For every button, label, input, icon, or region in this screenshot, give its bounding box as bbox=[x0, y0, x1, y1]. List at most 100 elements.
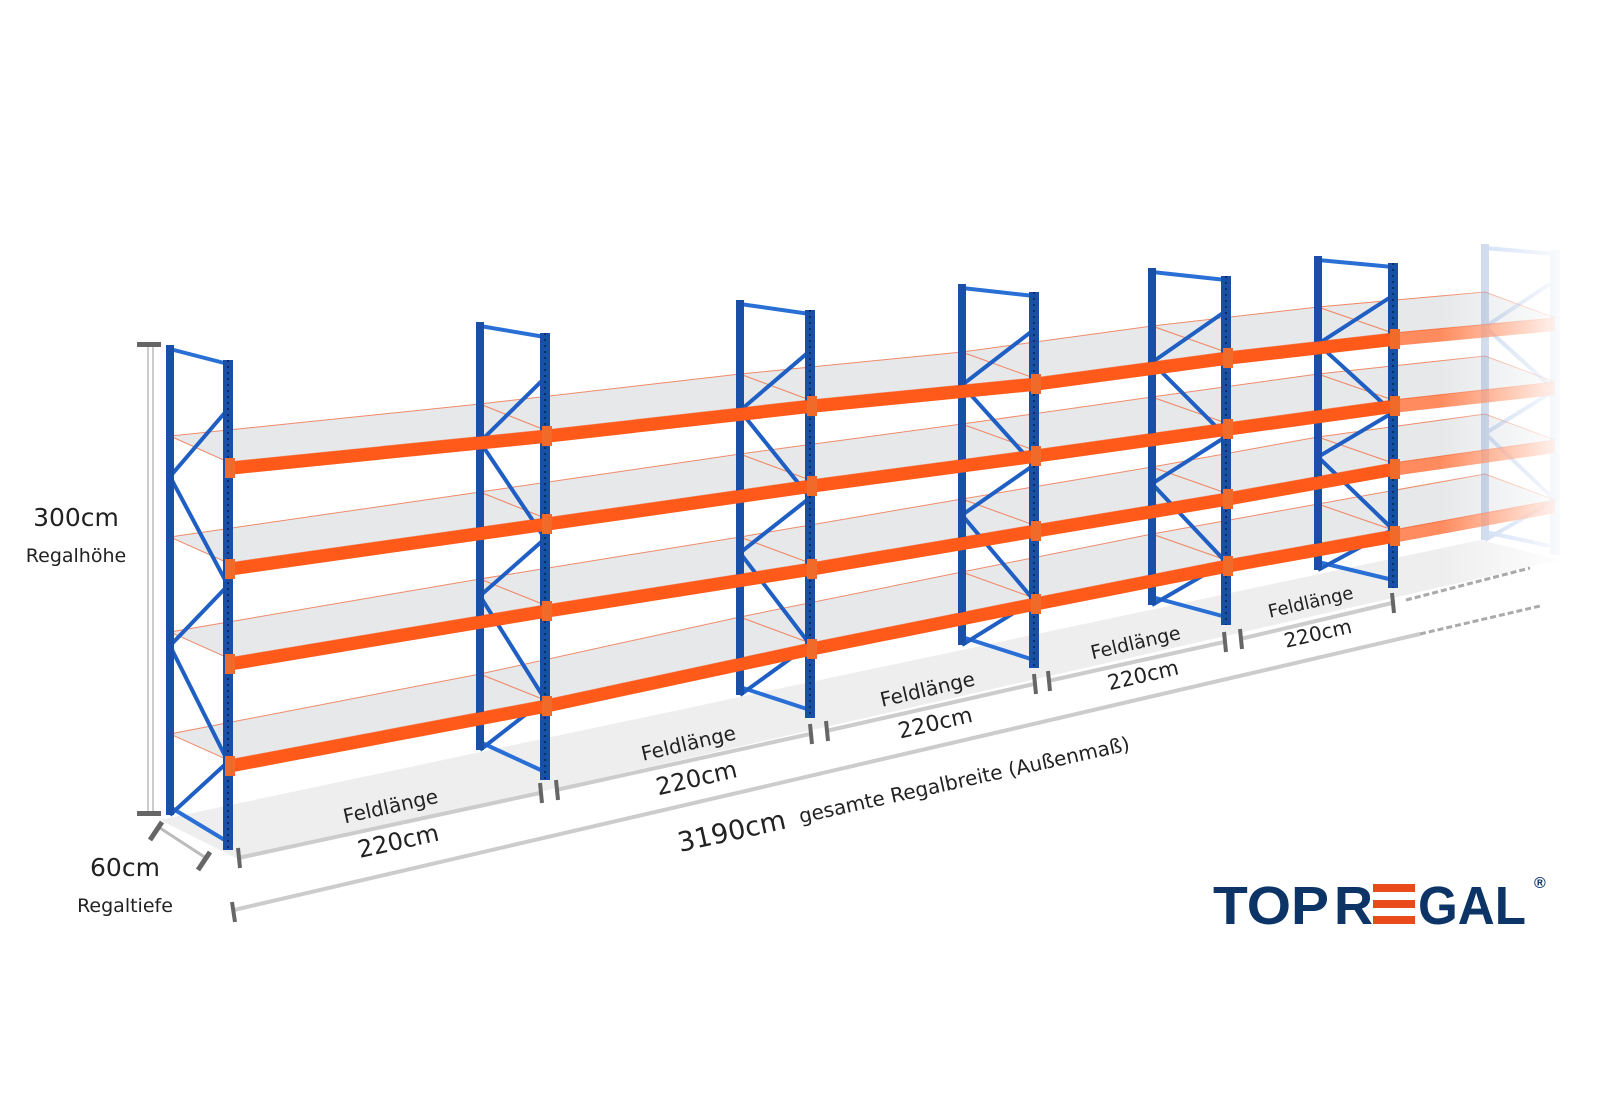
front-beam bbox=[1226, 400, 1393, 436]
fade-overlay bbox=[1440, 230, 1570, 630]
front-beam bbox=[1226, 530, 1393, 573]
front-beam bbox=[810, 525, 1034, 576]
beam-connector bbox=[225, 559, 235, 579]
total-width-label: gesamte Regalbreite (Außenmaß) bbox=[797, 731, 1132, 828]
beam-connector bbox=[542, 426, 552, 446]
front-beam bbox=[228, 700, 545, 773]
front-beam bbox=[810, 378, 1034, 413]
frame-diagonal-brace bbox=[960, 513, 1036, 602]
frame-diagonal-brace bbox=[168, 760, 230, 817]
registered-mark: ® bbox=[1534, 875, 1546, 892]
front-beam bbox=[545, 563, 810, 618]
front-beam bbox=[810, 450, 1034, 493]
front-beam bbox=[1226, 333, 1393, 365]
frame-top-brace bbox=[961, 286, 1035, 298]
dimension-tick bbox=[808, 723, 814, 745]
front-upright-post bbox=[223, 360, 233, 850]
beam-connector bbox=[807, 559, 817, 579]
beam-connector bbox=[1390, 396, 1400, 416]
beam-connector bbox=[1390, 329, 1400, 349]
beam-connector bbox=[1390, 526, 1400, 546]
total-dimension-line bbox=[233, 632, 1421, 912]
front-beam bbox=[1034, 493, 1226, 538]
height-dimension bbox=[137, 342, 161, 816]
front-beam bbox=[228, 518, 545, 576]
beam-connector bbox=[225, 756, 235, 776]
width-dimensions bbox=[230, 566, 1541, 923]
dimension-tick bbox=[236, 847, 242, 869]
field-dimension-continuation bbox=[1405, 566, 1531, 602]
beam-connector bbox=[225, 654, 235, 674]
frame-bottom-brace bbox=[479, 740, 546, 774]
dimension-tick bbox=[538, 782, 544, 804]
height-label: Regalhöhe bbox=[26, 545, 126, 567]
frame-diagonal-brace bbox=[168, 475, 230, 587]
frame-diagonal-brace bbox=[478, 376, 547, 444]
depth-label: Regaltiefe bbox=[77, 895, 173, 917]
frame-top-brace bbox=[739, 302, 811, 316]
frame-top-brace bbox=[1317, 258, 1394, 269]
upright-frame bbox=[166, 345, 233, 850]
dimension-tick bbox=[1032, 673, 1038, 695]
dimension-tick bbox=[1390, 592, 1396, 614]
total-dimension-continuation bbox=[1419, 604, 1541, 636]
frame-top-brace bbox=[1151, 270, 1227, 282]
field-dimension-line bbox=[555, 732, 811, 792]
beam-connector bbox=[1223, 556, 1233, 576]
front-beam bbox=[545, 480, 810, 531]
frame-diagonal-brace bbox=[960, 463, 1036, 517]
field-3-value: 220cm bbox=[896, 703, 975, 744]
dimension-tick bbox=[824, 720, 830, 742]
frame-diagonal-brace bbox=[1316, 455, 1395, 531]
frame-diagonal-brace bbox=[960, 328, 1036, 387]
frame-diagonal-brace bbox=[168, 584, 230, 648]
field-dimension-line bbox=[825, 682, 1035, 733]
frame-diagonal-brace bbox=[478, 537, 547, 598]
beam-connector bbox=[225, 458, 235, 478]
floor-shadow bbox=[160, 540, 1560, 860]
frame-diagonal-brace bbox=[1316, 293, 1395, 346]
dimension-tick bbox=[230, 901, 237, 923]
beam-connector bbox=[1031, 594, 1041, 614]
frame-diagonal-brace bbox=[1150, 482, 1228, 564]
frame-bottom-brace bbox=[168, 805, 230, 844]
frame-diagonal-brace bbox=[738, 496, 812, 555]
frame-diagonal-brace bbox=[738, 349, 812, 413]
beam-connector bbox=[542, 696, 552, 716]
front-beam bbox=[1226, 463, 1393, 506]
frame-bottom-brace bbox=[739, 685, 811, 712]
field-dimension-line bbox=[237, 791, 541, 860]
frame-diagonal-brace bbox=[1150, 434, 1228, 486]
front-beam bbox=[545, 400, 810, 443]
front-beam bbox=[1034, 560, 1226, 611]
frame-diagonal-brace bbox=[1150, 360, 1228, 438]
svg-text:GAL: GAL bbox=[1418, 876, 1526, 936]
beam-connector bbox=[1390, 459, 1400, 479]
beam-connector bbox=[1223, 419, 1233, 439]
depth-value: 60cm bbox=[90, 853, 160, 882]
frame-diagonal-brace bbox=[168, 644, 230, 763]
front-beam bbox=[228, 430, 545, 475]
beam-connector bbox=[542, 514, 552, 534]
front-beam bbox=[1034, 352, 1226, 391]
dimension-tick bbox=[554, 779, 560, 801]
front-beam bbox=[545, 643, 810, 713]
beam-connector bbox=[1031, 521, 1041, 541]
beam-connector bbox=[1031, 446, 1041, 466]
field-dimension-line bbox=[1239, 601, 1393, 641]
frame-bottom-brace bbox=[961, 635, 1035, 662]
beam-connector bbox=[807, 476, 817, 496]
shelving-rack bbox=[166, 244, 1560, 850]
frame-diagonal-brace bbox=[1150, 309, 1228, 365]
svg-text:TOP: TOP bbox=[1213, 876, 1329, 936]
beam-connector bbox=[1223, 348, 1233, 368]
total-width-value: 3190cm bbox=[675, 805, 789, 859]
frame-diagonal-brace bbox=[168, 407, 230, 478]
front-beam bbox=[1034, 423, 1226, 463]
frame-top-brace bbox=[479, 324, 546, 339]
frame-diagonal-brace bbox=[738, 551, 812, 646]
depth-dimension bbox=[147, 820, 213, 872]
beam-connector bbox=[807, 396, 817, 416]
height-value: 300cm bbox=[33, 503, 119, 532]
